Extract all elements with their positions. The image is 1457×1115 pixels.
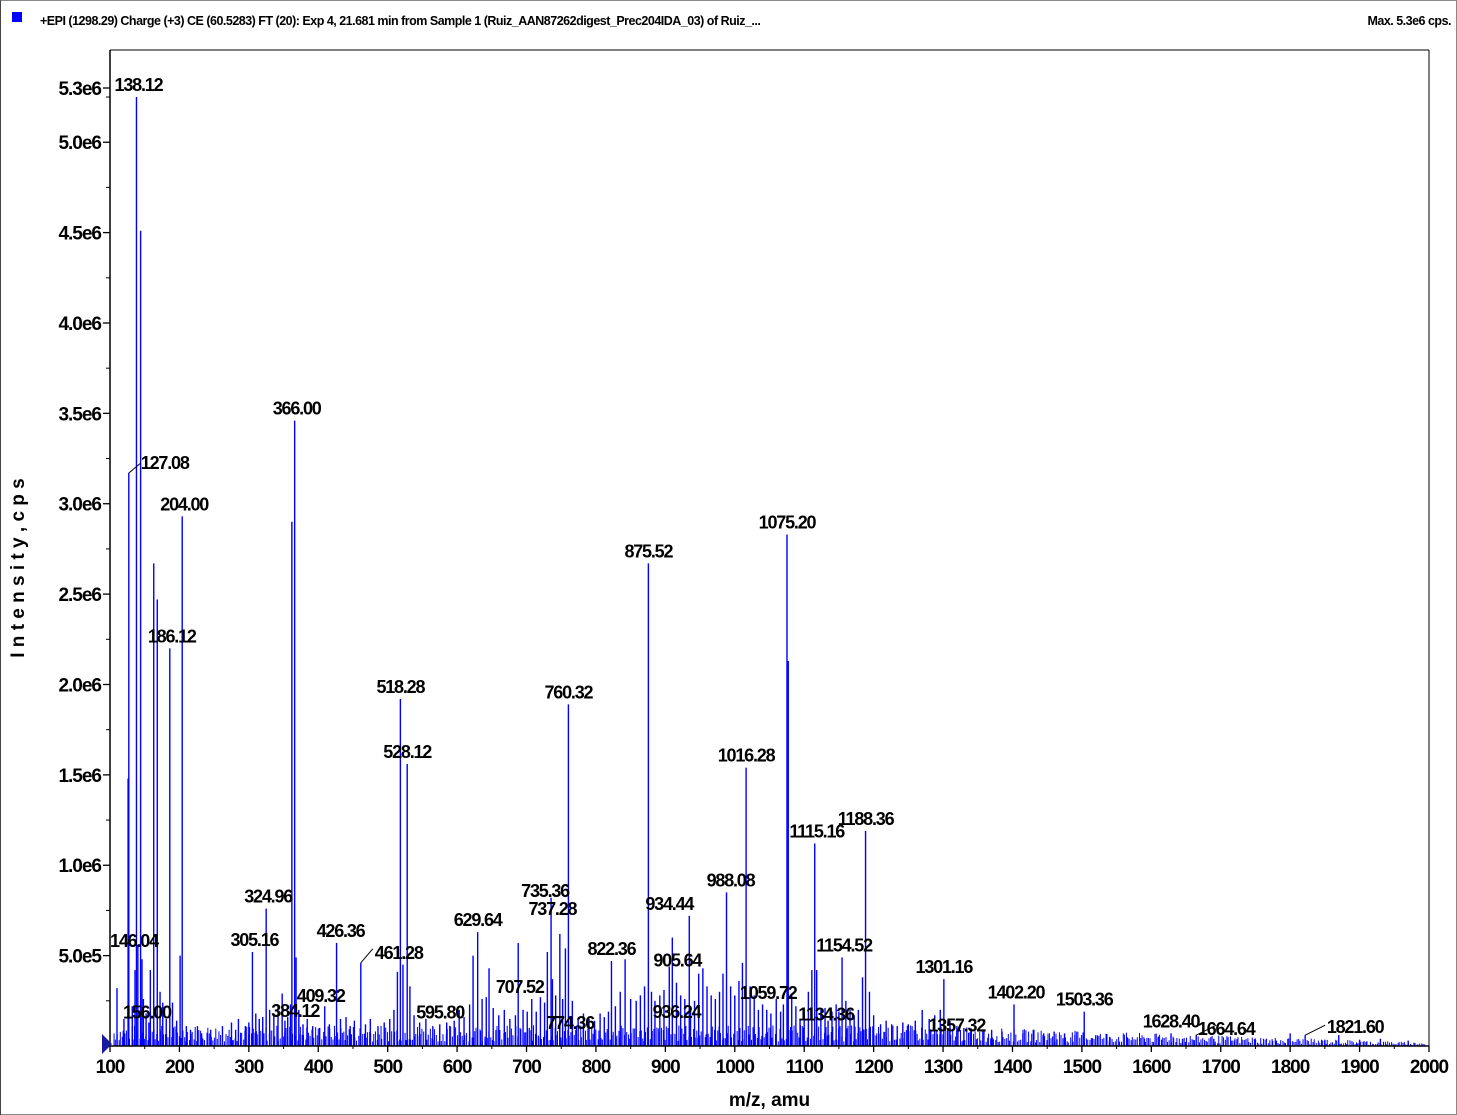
peak-label: 595.80	[416, 1003, 465, 1023]
peak-label: 735.36	[521, 881, 570, 901]
peak-label: 366.00	[273, 399, 322, 419]
y-tick-label: 1.0e6	[58, 856, 101, 877]
label-leader-line	[1304, 1024, 1326, 1036]
x-tick-label: 900	[651, 1057, 680, 1078]
y-axis-ticks: 5.0e5 1.0e6 1.5e6 2.0e6 2.5e6 3.0e6 3.5e6 4.0e6…	[58, 79, 110, 1002]
max-intensity-label: Max. 5.3e6 cps.	[1367, 14, 1451, 28]
x-tick-label: 1600	[1132, 1057, 1171, 1078]
x-axis-title: m/z, amu	[729, 1090, 810, 1111]
y-tick-label: 5.0e6	[58, 133, 101, 154]
peak-label: 875.52	[624, 541, 673, 561]
peak-label: 528.12	[383, 742, 432, 762]
y-tick-label: 2.5e6	[58, 585, 101, 606]
peak-label: 384.12	[271, 1001, 320, 1021]
spectrum-title: +EPI (1298.29) Charge (+3) CE (60.5283) …	[40, 14, 761, 28]
x-tick-label: 100	[96, 1057, 125, 1078]
peak-label: 1059.72	[740, 983, 798, 1003]
peak-label: 737.28	[528, 899, 577, 919]
peak-labels: 138.12 127.08 204.00 186.12 146.04 156.00 366.…	[110, 75, 1386, 1039]
peak-label: 934.44	[645, 894, 694, 914]
peak-label: 324.96	[244, 887, 293, 907]
label-leader-line	[1195, 1024, 1217, 1036]
x-tick-label: 800	[582, 1057, 611, 1078]
x-tick-label: 1800	[1271, 1057, 1310, 1078]
y-tick-label: 4.0e6	[58, 314, 101, 335]
peak-label: 629.64	[454, 910, 503, 930]
y-tick-label: 5.0e5	[58, 947, 102, 968]
label-leader-line	[128, 462, 142, 474]
y-tick-label: 3.5e6	[58, 404, 101, 425]
spectrum-peaks	[113, 97, 1426, 1046]
x-tick-label: 1700	[1202, 1057, 1241, 1078]
peak-label: 774.36	[546, 1013, 595, 1033]
peak-label: 186.12	[148, 626, 197, 646]
peak-label: 1115.16	[789, 822, 845, 842]
peak-label: 760.32	[544, 682, 593, 702]
peak-label: 426.36	[317, 921, 366, 941]
peak-label: 905.64	[653, 950, 702, 970]
peak-label: 1402.20	[988, 982, 1046, 1002]
peak-label: 1301.16	[916, 957, 974, 977]
x-tick-label: 300	[234, 1057, 263, 1078]
y-axis-title: I n t e n s i t y , c p s	[8, 478, 29, 658]
peak-label: 127.08	[141, 453, 190, 473]
x-tick-label: 1900	[1340, 1057, 1379, 1078]
x-tick-label: 500	[373, 1057, 402, 1078]
series-color-swatch	[12, 12, 22, 22]
peak-label: 1503.36	[1056, 990, 1114, 1010]
peak-label: 305.16	[230, 930, 279, 950]
peak-label: 518.28	[376, 677, 425, 697]
chart-axes	[102, 49, 1430, 1054]
peak-label: 146.04	[110, 931, 159, 951]
y-tick-label: 2.0e6	[58, 675, 101, 696]
y-tick-label: 4.5e6	[58, 224, 101, 245]
peak-label: 1188.36	[838, 809, 895, 829]
peak-label: 1821.60	[1327, 1017, 1385, 1037]
peak-label: 1134.36	[798, 1005, 855, 1025]
peak-label: 461.28	[375, 943, 424, 963]
peak-label: 409.32	[297, 986, 346, 1006]
cursor-marker-icon[interactable]	[102, 1034, 112, 1054]
x-tick-label: 1200	[854, 1057, 893, 1078]
x-tick-label: 1400	[993, 1057, 1032, 1078]
x-tick-label: 1100	[786, 1057, 824, 1078]
peak-label: 936.24	[653, 1002, 702, 1022]
peak-label: 1075.20	[759, 512, 817, 532]
peak-label: 1357.32	[929, 1016, 987, 1036]
x-tick-label: 1000	[716, 1057, 755, 1078]
x-tick-label: 400	[304, 1057, 333, 1078]
peak-label: 156.00	[123, 1003, 172, 1023]
peak-label: 138.12	[115, 75, 164, 95]
x-tick-label: 1300	[924, 1057, 963, 1078]
label-leader-line	[360, 948, 374, 964]
y-tick-label: 1.5e6	[58, 766, 101, 787]
peak-label: 988.08	[707, 870, 756, 890]
peak-label: 1154.52	[816, 935, 873, 955]
x-tick-label: 700	[512, 1057, 541, 1078]
peak-label: 1664.64	[1198, 1019, 1256, 1039]
peak-label: 1016.28	[718, 746, 776, 766]
x-tick-label: 600	[443, 1057, 472, 1078]
peak-label: 1628.40	[1143, 1011, 1201, 1031]
x-axis-ticks: 100 200 300 400 500 600 700 800 900 1000 1100 1200 1…	[96, 1046, 1450, 1078]
peak-label: 204.00	[160, 494, 209, 514]
x-tick-label: 200	[165, 1057, 194, 1078]
x-tick-label: 1500	[1063, 1057, 1102, 1078]
y-tick-label: 3.0e6	[58, 495, 101, 516]
peak-label: 707.52	[496, 977, 545, 997]
x-tick-label: 2000	[1410, 1057, 1449, 1078]
y-tick-label: 5.3e6	[58, 79, 101, 100]
peak-label: 822.36	[588, 939, 637, 959]
